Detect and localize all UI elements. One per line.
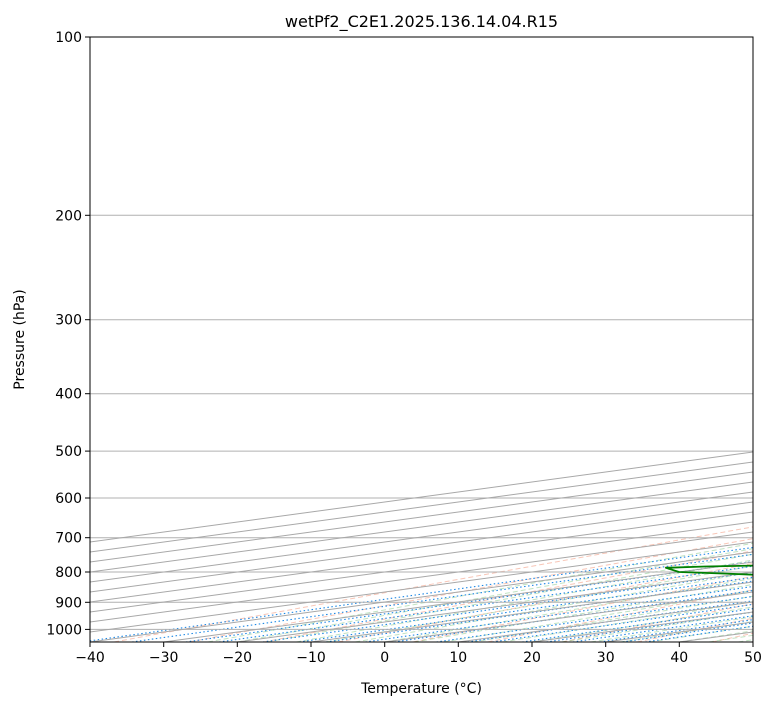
y-tick-label: 900 (55, 595, 82, 611)
isotherm-line (90, 471, 753, 563)
x-tick-label: −10 (296, 650, 326, 666)
moist-adiabat-line (384, 577, 753, 642)
y-tick-label: 500 (55, 444, 82, 460)
isotherm-line (90, 501, 753, 593)
isotherm-line (90, 481, 753, 573)
x-tick-label: −20 (223, 650, 253, 666)
mixing-ratio-line (365, 585, 753, 642)
y-axis-label: Pressure (hPa) (12, 289, 28, 389)
chart-title: wetPf2_C2E1.2025.136.14.04.R15 (285, 12, 558, 32)
y-tick-label: 100 (55, 30, 82, 46)
x-tick-label: 30 (597, 650, 615, 666)
isotherm-line (90, 451, 753, 543)
isotherm-line (90, 491, 753, 583)
moist-adiabat-line (414, 583, 753, 642)
y-tick-label: 600 (55, 491, 82, 507)
x-axis-label: Temperature (°C) (360, 681, 482, 697)
y-tick-label: 300 (55, 313, 82, 329)
x-tick-label: −30 (149, 650, 179, 666)
y-tick-label: 400 (55, 387, 82, 403)
y-tick-label: 800 (55, 565, 82, 581)
x-tick-label: 20 (523, 650, 541, 666)
isotherm-line (90, 461, 753, 553)
x-tick-label: 50 (744, 650, 762, 666)
x-tick-label: −40 (75, 650, 105, 666)
x-tick-label: 10 (449, 650, 467, 666)
mixing-ratio-line (299, 576, 753, 642)
isotherm-line (90, 531, 753, 623)
y-tick-label: 200 (55, 208, 82, 224)
y-tick-label: 700 (55, 531, 82, 547)
y-axis: 1000 900 800 700 600 500 400 300 200 100 (46, 30, 90, 638)
background-lines (90, 37, 753, 642)
mixing-ratio-line (90, 546, 753, 642)
y-tick-label: 1000 (46, 622, 82, 638)
moist-adiabat-line (207, 542, 753, 642)
moist-adiabat-line (355, 571, 753, 642)
plot-frame (89, 36, 754, 643)
x-axis: −40 −30 −20 −10 0 10 20 30 40 50 (75, 642, 762, 666)
moist-adiabat-line (325, 565, 753, 642)
x-tick-label: 0 (380, 650, 389, 666)
isotherm-line (90, 511, 753, 603)
isotherm-line (90, 521, 753, 613)
x-tick-label: 40 (670, 650, 688, 666)
